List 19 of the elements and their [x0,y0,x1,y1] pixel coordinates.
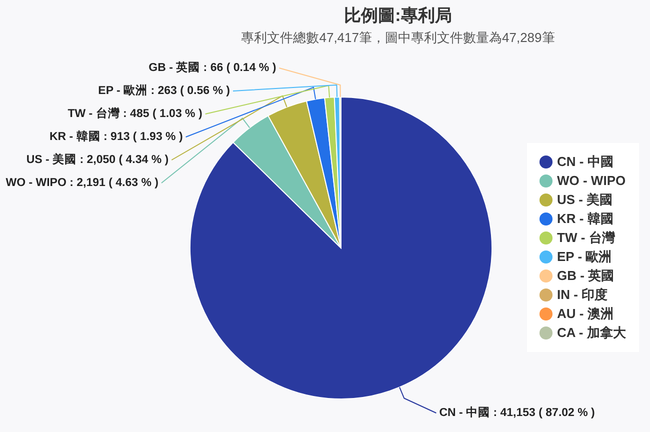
legend-label: GB - 英國 [557,268,614,283]
legend-label: WO - WIPO [557,173,626,188]
data-label: KR - 韓國 : 913 ( 1.93 % ) [50,129,183,143]
legend-label: CA - 加拿大 [557,325,627,340]
legend-label: AU - 澳洲 [557,306,614,321]
chart-subtitle: 專利文件總數47,417筆，圖中專利文件數量為47,289筆 [241,30,555,45]
legend-label: IN - 印度 [557,287,608,302]
data-label: EP - 歐洲 : 263 ( 0.56 % ) [98,83,230,97]
legend-label: CN - 中國 [557,154,614,169]
data-label: WO - WIPO : 2,191 ( 4.63 % ) [6,177,159,189]
data-label: GB - 英國 : 66 ( 0.14 % ) [148,60,276,74]
legend-label: TW - 台灣 [557,230,616,245]
legend-label: EP - 歐洲 [557,249,612,264]
chart-title: 比例圖:專利局 [344,6,452,25]
legend-label: KR - 韓國 [557,211,614,226]
data-label: TW - 台灣 : 485 ( 1.03 % ) [68,106,202,120]
legend-label: US - 美國 [557,192,613,207]
data-label: US - 美國 : 2,050 ( 4.34 % ) [26,152,169,166]
data-label: CN - 中國 : 41,153 ( 87.02 % ) [439,405,596,419]
